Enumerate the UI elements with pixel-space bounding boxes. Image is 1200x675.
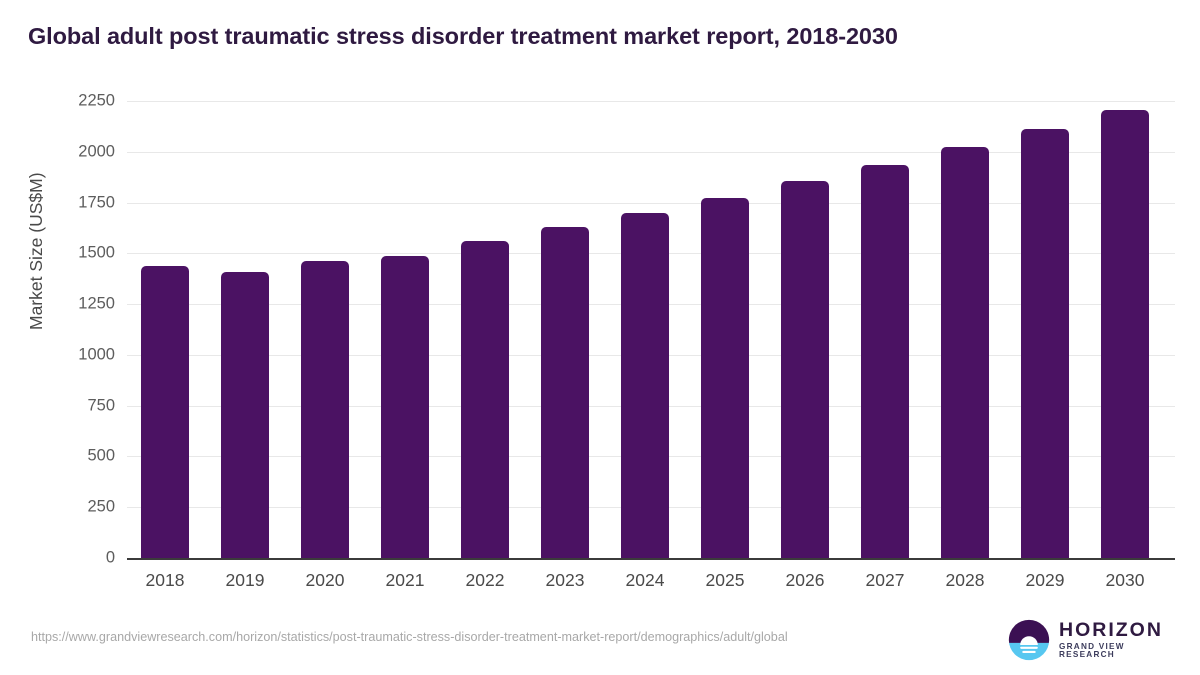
page-title: Global adult post traumatic stress disor…	[28, 23, 898, 49]
bar[interactable]	[1101, 109, 1149, 558]
bar[interactable]	[701, 198, 749, 558]
x-axis-line	[127, 558, 1175, 560]
plot-area: 0 250 500 750 1000 1250 1500 1750 2000 2250	[78, 92, 1175, 567]
logo-wordmark: HORIZON	[1059, 618, 1163, 641]
bar[interactable]	[541, 226, 589, 558]
y-tick-label: 1000	[78, 345, 115, 364]
x-tick-label: 2019	[225, 570, 265, 590]
x-tick-label: 2023	[545, 570, 585, 590]
y-axis-label: Market Size (US$M)	[26, 172, 46, 330]
gridline	[127, 151, 1175, 153]
horizon-logo[interactable]: HORIZON GRAND VIEW RESEARCH	[1008, 617, 1168, 663]
y-tick-label: 1250	[78, 294, 115, 313]
gridline	[127, 202, 1175, 204]
bar[interactable]	[381, 256, 429, 558]
bar[interactable]	[461, 241, 509, 558]
bar[interactable]	[301, 261, 349, 558]
gridline	[127, 101, 1175, 102]
y-tick-label: 750	[87, 396, 115, 415]
x-tick-label: 2020	[305, 570, 345, 590]
x-tick-label: 2029	[1025, 570, 1065, 590]
y-tick-label: 250	[87, 497, 115, 516]
bar[interactable]	[861, 164, 909, 558]
x-tick-label: 2022	[465, 570, 505, 590]
x-tick-label: 2024	[625, 570, 665, 590]
bars-group	[127, 101, 1175, 558]
y-tick-labels-group: 0 250 500 750 1000 1250 1500 1750 2000 2250	[78, 92, 1175, 567]
x-tick-label: 2021	[385, 570, 425, 590]
x-tick-label: 2030	[1105, 570, 1145, 590]
x-tick-label: 2018	[145, 570, 185, 590]
y-tick-label: 500	[87, 446, 115, 465]
y-tick-label: 1750	[78, 193, 115, 212]
bar[interactable]	[941, 147, 989, 558]
bar[interactable]	[781, 181, 829, 558]
source-url[interactable]: https://www.grandviewresearch.com/horizo…	[31, 630, 788, 644]
logo-text-block: HORIZON GRAND VIEW RESEARCH	[1059, 618, 1168, 660]
y-tick-label: 1500	[78, 243, 115, 262]
x-tick-label: 2026	[785, 570, 825, 590]
chart-canvas: Market Size (US$M) 0 250 500 750 1000 1250 150…	[26, 92, 1175, 590]
logo-tagline: GRAND VIEW RESEARCH	[1059, 642, 1125, 660]
y-tick-label: 2000	[78, 142, 115, 161]
bar[interactable]	[221, 271, 269, 558]
x-tick-label: 2027	[865, 570, 905, 590]
bar[interactable]	[1021, 129, 1069, 558]
bar[interactable]	[621, 212, 669, 558]
y-tick-label: 0	[105, 548, 115, 567]
x-tick-label: 2025	[705, 570, 745, 590]
y-tick-label: 2250	[78, 91, 115, 110]
horizon-sunset-circle-icon	[1008, 619, 1050, 661]
bar[interactable]	[141, 266, 189, 558]
x-tick-label: 2028	[945, 570, 985, 590]
